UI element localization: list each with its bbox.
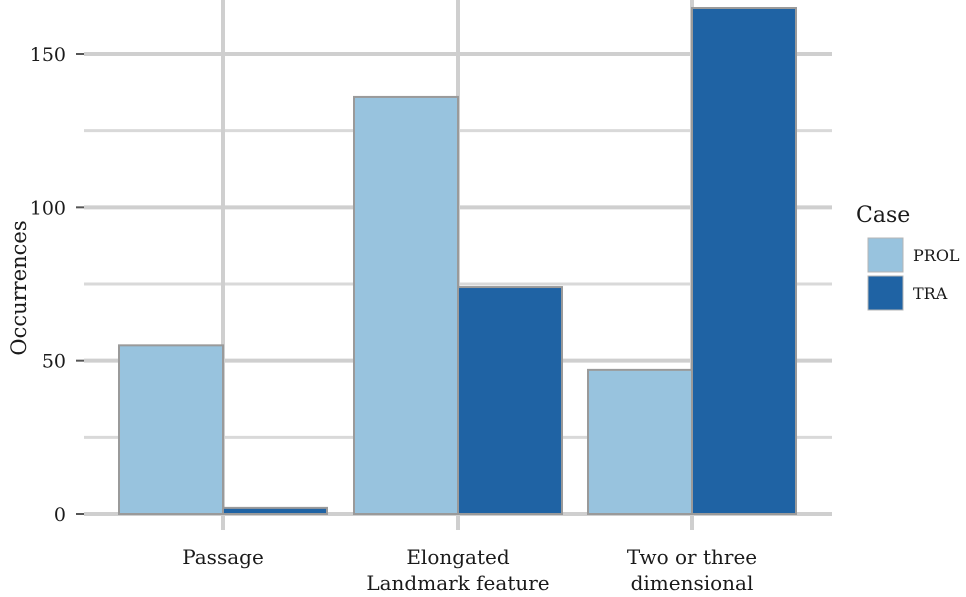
x-tick-label: Passage bbox=[182, 545, 264, 569]
legend-key-tra bbox=[867, 275, 904, 311]
y-axis-title: Occurrences bbox=[7, 220, 31, 355]
y-tick-label: 100 bbox=[30, 197, 66, 219]
legend-label-tra: TRA bbox=[913, 284, 948, 303]
x-tick-label: Two or three dimensional bbox=[627, 545, 757, 595]
x-tick-label: Elongated Landmark feature bbox=[366, 545, 549, 595]
y-tick-label: 50 bbox=[42, 351, 66, 373]
legend-label-prol: PROL bbox=[913, 246, 960, 265]
bar-prol-2 bbox=[353, 95, 459, 516]
y-tick-label: 150 bbox=[30, 44, 66, 66]
legend-title: Case bbox=[856, 203, 910, 228]
bar-prol-1 bbox=[118, 344, 224, 516]
legend: Case PROL TRA bbox=[856, 203, 960, 311]
y-axis-ticks: 0 50 100 150 bbox=[30, 44, 66, 526]
x-axis-ticks: Passage Elongated Landmark feature Two or t… bbox=[182, 545, 757, 595]
bar-prol-3 bbox=[587, 368, 693, 515]
bar-tra-2 bbox=[457, 286, 563, 516]
bar-tra-3 bbox=[691, 7, 797, 515]
bar-tra-1 bbox=[222, 506, 328, 516]
bars bbox=[118, 7, 797, 516]
legend-key-prol bbox=[867, 237, 904, 273]
y-tick-label: 0 bbox=[54, 504, 66, 526]
